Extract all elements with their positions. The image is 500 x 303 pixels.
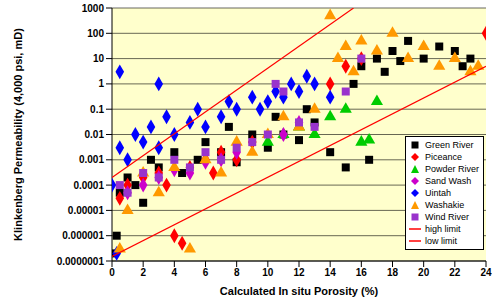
svg-text:12: 12 [293,267,305,278]
svg-text:4: 4 [172,267,178,278]
svg-text:22: 22 [449,267,461,278]
svg-text:100: 100 [87,28,104,39]
svg-text:0.0001: 0.0001 [73,180,104,191]
svg-text:0: 0 [109,267,115,278]
svg-text:0.0000001: 0.0000001 [57,256,105,267]
svg-text:0.01: 0.01 [85,129,105,140]
svg-text:Calculated In situ Porosity (%: Calculated In situ Porosity (%) [220,285,379,297]
svg-text:1: 1 [98,78,104,89]
svg-text:1000: 1000 [82,3,105,14]
svg-text:Klinkenberg Permeability (4,00: Klinkenberg Permeability (4,000 psi, mD) [12,28,24,241]
html-text:Sand Wash: Sand Wash [425,176,472,186]
html-text:Washakie: Washakie [425,200,465,210]
svg-text:0.000001: 0.000001 [62,230,104,241]
svg-text:0.00001: 0.00001 [68,205,105,216]
svg-text:20: 20 [418,267,430,278]
svg-text:2: 2 [140,267,146,278]
html-text:high limit: high limit [425,224,461,234]
svg-text:14: 14 [325,267,337,278]
svg-text:6: 6 [203,267,209,278]
html-text:Powder River: Powder River [425,164,479,174]
svg-text:0.1: 0.1 [90,104,104,115]
html-text:low limit: low limit [425,236,457,246]
svg-text:24: 24 [480,267,492,278]
html-text:Green River: Green River [425,140,474,150]
svg-text:0.001: 0.001 [79,154,104,165]
html-text:Piceance: Piceance [425,152,462,162]
html-text:Uintah: Uintah [425,188,451,198]
svg-text:18: 18 [387,267,399,278]
svg-text:16: 16 [356,267,368,278]
html-text:Wind River: Wind River [425,212,469,222]
svg-text:8: 8 [234,267,240,278]
svg-text:10: 10 [93,53,105,64]
svg-text:10: 10 [262,267,274,278]
